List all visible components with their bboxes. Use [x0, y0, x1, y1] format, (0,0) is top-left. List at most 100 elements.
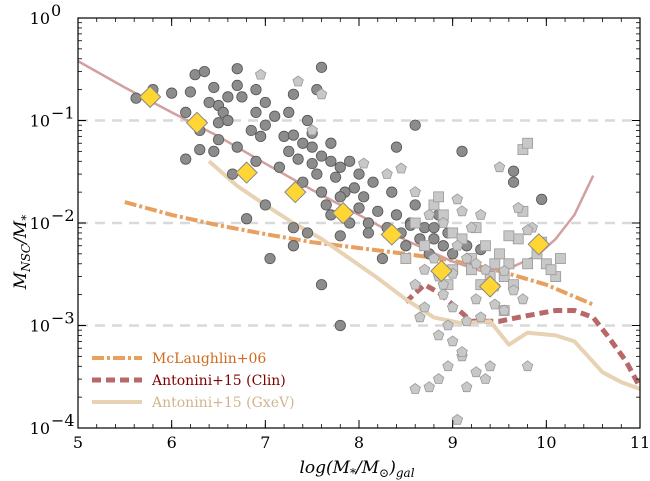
circle-point — [353, 168, 365, 180]
legend: McLaughlin+06 Antonini+15 (Clin) Antonini+… — [92, 351, 295, 411]
circle-point — [269, 110, 281, 122]
pentagon-point — [461, 381, 473, 393]
series-line — [124, 200, 594, 307]
circle-point — [353, 202, 365, 214]
circle-point — [198, 65, 211, 78]
square-point — [400, 253, 412, 264]
pentagon-point — [465, 221, 478, 233]
pentagon-point — [381, 168, 393, 179]
diamond-point — [527, 233, 551, 256]
circle-point — [306, 141, 318, 153]
circle-point — [287, 240, 300, 252]
circle-point — [292, 153, 304, 165]
pentagon-point — [456, 205, 468, 217]
pentagon-point — [442, 360, 454, 372]
pentagon-point — [475, 208, 487, 220]
circle-point — [301, 227, 314, 239]
pentagon-point — [432, 373, 445, 384]
circle-point — [311, 168, 323, 180]
circle-point — [222, 114, 234, 127]
pentagon-point — [521, 360, 534, 372]
circle-point — [390, 209, 403, 221]
circle-point — [344, 155, 356, 167]
circle-point — [255, 130, 267, 142]
square-point — [494, 248, 505, 260]
circle-point — [334, 161, 346, 173]
circle-point — [236, 91, 248, 103]
legend-label: Antonini+15 (Clin) — [151, 373, 286, 389]
square-point — [419, 240, 430, 252]
circle-point — [245, 124, 257, 137]
circle-point — [376, 252, 389, 265]
circle-point — [130, 92, 142, 104]
circle-point — [250, 106, 262, 118]
circle-point — [362, 227, 374, 239]
y-tick-label: 10 — [30, 419, 50, 438]
pentagon-point — [479, 263, 492, 275]
circle-point — [250, 84, 262, 96]
pentagon-point — [512, 202, 524, 213]
square-point — [489, 258, 501, 270]
circle-point — [259, 96, 271, 109]
x-tick-label: 11 — [630, 433, 650, 452]
square-point — [522, 258, 533, 270]
circle-point — [222, 91, 234, 103]
circle-point — [203, 96, 215, 109]
pentagon-point — [446, 335, 459, 347]
circle-point — [437, 240, 449, 252]
circle-point — [390, 141, 403, 153]
axis-ticks — [77, 17, 641, 429]
circle-point — [400, 240, 412, 252]
diamond-point — [478, 275, 502, 298]
circle-point — [297, 176, 309, 188]
circle-point — [283, 145, 295, 157]
x-tick-labels: 5 6 7 8 9 10 11 — [73, 433, 650, 452]
circle-point — [334, 230, 346, 242]
circle-point — [208, 81, 220, 94]
pentagon-point — [470, 293, 482, 305]
pentagon-point — [306, 124, 318, 136]
pentagon-point — [461, 252, 473, 264]
circle-point — [386, 186, 398, 198]
pentagon-point — [498, 265, 510, 276]
y-tick-exponent: 0 — [51, 1, 61, 20]
circle-point — [428, 233, 440, 245]
square-point — [554, 253, 566, 264]
circle-point — [409, 119, 421, 131]
circle-point — [315, 150, 328, 162]
pentagon-point — [409, 186, 421, 198]
pentagon-point — [437, 278, 449, 290]
circle-point — [226, 168, 239, 180]
circle-point — [362, 217, 374, 229]
legend-label: McLaughlin+06 — [152, 351, 266, 367]
pentagon-point — [451, 239, 464, 251]
grid-lines — [78, 119, 640, 327]
y-tick-label: 10 — [30, 9, 50, 28]
pentagon-point — [409, 278, 421, 290]
circle-point — [325, 155, 337, 167]
pentagon-point — [358, 157, 370, 169]
square-point — [545, 264, 557, 276]
legend-label: Antonini+15 (GxeV) — [151, 395, 295, 411]
square-point — [480, 240, 491, 252]
circle-point — [184, 86, 196, 98]
circle-point — [180, 106, 192, 118]
circle-point — [297, 137, 309, 149]
circle-point — [428, 222, 440, 234]
circle-point — [264, 252, 276, 265]
diamond-point — [185, 111, 209, 135]
pentagon-point — [437, 217, 449, 228]
circle-point — [536, 193, 548, 205]
pentagon-point — [521, 224, 534, 236]
x-tick-label: 8 — [354, 433, 364, 452]
pentagon-point — [484, 360, 496, 372]
circle-point — [259, 119, 271, 131]
square-point — [409, 217, 421, 229]
circle-point — [348, 182, 360, 194]
pentagon-point — [428, 252, 440, 264]
pentagon-point — [409, 383, 421, 394]
circle-point — [418, 222, 431, 234]
x-tick-label: 7 — [260, 433, 270, 452]
pentagon-point — [517, 293, 529, 305]
x-tick-label: 5 — [73, 433, 83, 452]
